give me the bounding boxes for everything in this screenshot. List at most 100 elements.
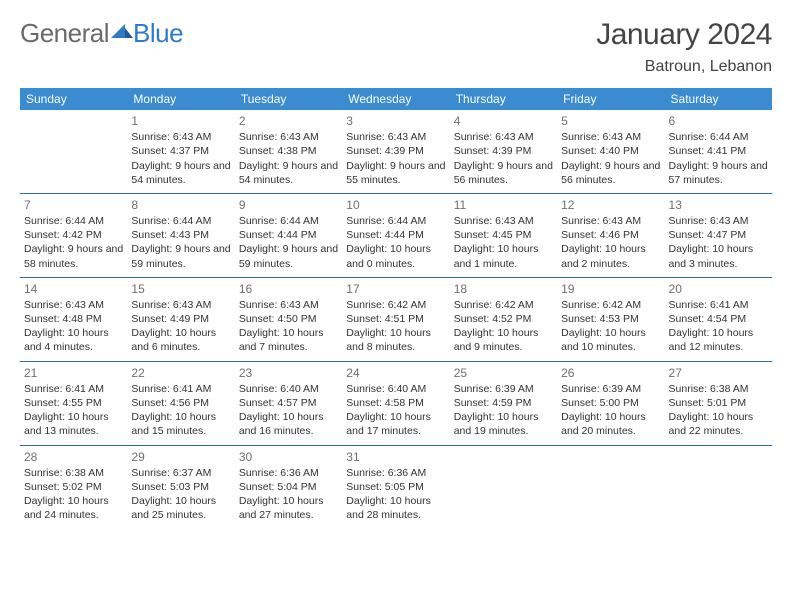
- sunrise-line: Sunrise: 6:43 AM: [24, 298, 123, 312]
- sunrise-line: Sunrise: 6:41 AM: [24, 382, 123, 396]
- daylight-line: Daylight: 10 hours and 15 minutes.: [131, 410, 230, 438]
- daylight-line: Daylight: 10 hours and 20 minutes.: [561, 410, 660, 438]
- sunset-line: Sunset: 4:48 PM: [24, 312, 123, 326]
- calendar-cell: 30Sunrise: 6:36 AMSunset: 5:04 PMDayligh…: [235, 445, 342, 528]
- day-number: 24: [346, 365, 445, 381]
- sunset-line: Sunset: 5:02 PM: [24, 480, 123, 494]
- calendar-cell: 9Sunrise: 6:44 AMSunset: 4:44 PMDaylight…: [235, 193, 342, 277]
- day-number: 10: [346, 197, 445, 213]
- sunrise-line: Sunrise: 6:39 AM: [561, 382, 660, 396]
- day-number: 31: [346, 449, 445, 465]
- daylight-line: Daylight: 10 hours and 2 minutes.: [561, 242, 660, 270]
- sunrise-line: Sunrise: 6:38 AM: [24, 466, 123, 480]
- sunrise-line: Sunrise: 6:41 AM: [669, 298, 768, 312]
- daylight-line: Daylight: 9 hours and 56 minutes.: [454, 159, 553, 187]
- sunrise-line: Sunrise: 6:39 AM: [454, 382, 553, 396]
- calendar-cell: [20, 110, 127, 193]
- calendar-cell: [450, 445, 557, 528]
- day-number: 4: [454, 113, 553, 129]
- sunrise-line: Sunrise: 6:43 AM: [561, 214, 660, 228]
- day-number: 9: [239, 197, 338, 213]
- sunset-line: Sunset: 4:57 PM: [239, 396, 338, 410]
- calendar-cell: 19Sunrise: 6:42 AMSunset: 4:53 PMDayligh…: [557, 277, 664, 361]
- calendar-cell: 7Sunrise: 6:44 AMSunset: 4:42 PMDaylight…: [20, 193, 127, 277]
- logo: General Blue: [20, 18, 183, 49]
- calendar-cell: 22Sunrise: 6:41 AMSunset: 4:56 PMDayligh…: [127, 361, 234, 445]
- calendar-body: 1Sunrise: 6:43 AMSunset: 4:37 PMDaylight…: [20, 110, 772, 528]
- day-number: 15: [131, 281, 230, 297]
- day-number: 16: [239, 281, 338, 297]
- sunrise-line: Sunrise: 6:40 AM: [239, 382, 338, 396]
- calendar-cell: 13Sunrise: 6:43 AMSunset: 4:47 PMDayligh…: [665, 193, 772, 277]
- calendar-cell: 18Sunrise: 6:42 AMSunset: 4:52 PMDayligh…: [450, 277, 557, 361]
- logo-text-1: General: [20, 18, 109, 49]
- sunset-line: Sunset: 4:37 PM: [131, 144, 230, 158]
- daylight-line: Daylight: 10 hours and 3 minutes.: [669, 242, 768, 270]
- calendar-row: 21Sunrise: 6:41 AMSunset: 4:55 PMDayligh…: [20, 361, 772, 445]
- calendar-cell: 12Sunrise: 6:43 AMSunset: 4:46 PMDayligh…: [557, 193, 664, 277]
- sunrise-line: Sunrise: 6:42 AM: [561, 298, 660, 312]
- daylight-line: Daylight: 10 hours and 28 minutes.: [346, 494, 445, 522]
- sunset-line: Sunset: 4:42 PM: [24, 228, 123, 242]
- calendar-cell: 3Sunrise: 6:43 AMSunset: 4:39 PMDaylight…: [342, 110, 449, 193]
- day-number: 22: [131, 365, 230, 381]
- daylight-line: Daylight: 9 hours and 54 minutes.: [131, 159, 230, 187]
- sunset-line: Sunset: 4:41 PM: [669, 144, 768, 158]
- day-header: Wednesday: [342, 88, 449, 110]
- daylight-line: Daylight: 10 hours and 12 minutes.: [669, 326, 768, 354]
- calendar-row: 14Sunrise: 6:43 AMSunset: 4:48 PMDayligh…: [20, 277, 772, 361]
- day-header: Saturday: [665, 88, 772, 110]
- sunset-line: Sunset: 4:56 PM: [131, 396, 230, 410]
- sunset-line: Sunset: 4:53 PM: [561, 312, 660, 326]
- sunset-line: Sunset: 5:03 PM: [131, 480, 230, 494]
- sunset-line: Sunset: 4:58 PM: [346, 396, 445, 410]
- calendar-cell: 2Sunrise: 6:43 AMSunset: 4:38 PMDaylight…: [235, 110, 342, 193]
- logo-text-2: Blue: [133, 18, 183, 49]
- calendar-cell: 4Sunrise: 6:43 AMSunset: 4:39 PMDaylight…: [450, 110, 557, 193]
- calendar-cell: 10Sunrise: 6:44 AMSunset: 4:44 PMDayligh…: [342, 193, 449, 277]
- day-number: 30: [239, 449, 338, 465]
- sunrise-line: Sunrise: 6:43 AM: [346, 130, 445, 144]
- daylight-line: Daylight: 10 hours and 0 minutes.: [346, 242, 445, 270]
- daylight-line: Daylight: 10 hours and 13 minutes.: [24, 410, 123, 438]
- calendar-cell: 16Sunrise: 6:43 AMSunset: 4:50 PMDayligh…: [235, 277, 342, 361]
- daylight-line: Daylight: 10 hours and 1 minute.: [454, 242, 553, 270]
- daylight-line: Daylight: 10 hours and 4 minutes.: [24, 326, 123, 354]
- sunrise-line: Sunrise: 6:44 AM: [131, 214, 230, 228]
- sunset-line: Sunset: 5:00 PM: [561, 396, 660, 410]
- sunrise-line: Sunrise: 6:43 AM: [239, 298, 338, 312]
- calendar-table: SundayMondayTuesdayWednesdayThursdayFrid…: [20, 88, 772, 528]
- daylight-line: Daylight: 10 hours and 25 minutes.: [131, 494, 230, 522]
- sunrise-line: Sunrise: 6:44 AM: [24, 214, 123, 228]
- calendar-cell: 24Sunrise: 6:40 AMSunset: 4:58 PMDayligh…: [342, 361, 449, 445]
- calendar-cell: 26Sunrise: 6:39 AMSunset: 5:00 PMDayligh…: [557, 361, 664, 445]
- day-number: 12: [561, 197, 660, 213]
- sunrise-line: Sunrise: 6:43 AM: [239, 130, 338, 144]
- day-number: 29: [131, 449, 230, 465]
- calendar-cell: 29Sunrise: 6:37 AMSunset: 5:03 PMDayligh…: [127, 445, 234, 528]
- sunrise-line: Sunrise: 6:43 AM: [561, 130, 660, 144]
- daylight-line: Daylight: 10 hours and 6 minutes.: [131, 326, 230, 354]
- calendar-row: 7Sunrise: 6:44 AMSunset: 4:42 PMDaylight…: [20, 193, 772, 277]
- calendar-cell: 27Sunrise: 6:38 AMSunset: 5:01 PMDayligh…: [665, 361, 772, 445]
- day-number: 6: [669, 113, 768, 129]
- sunrise-line: Sunrise: 6:43 AM: [454, 130, 553, 144]
- sunset-line: Sunset: 4:45 PM: [454, 228, 553, 242]
- daylight-line: Daylight: 9 hours and 59 minutes.: [239, 242, 338, 270]
- daylight-line: Daylight: 10 hours and 8 minutes.: [346, 326, 445, 354]
- sunrise-line: Sunrise: 6:44 AM: [669, 130, 768, 144]
- day-number: 8: [131, 197, 230, 213]
- sunset-line: Sunset: 5:04 PM: [239, 480, 338, 494]
- daylight-line: Daylight: 10 hours and 16 minutes.: [239, 410, 338, 438]
- day-header: Thursday: [450, 88, 557, 110]
- day-header-row: SundayMondayTuesdayWednesdayThursdayFrid…: [20, 88, 772, 110]
- daylight-line: Daylight: 9 hours and 56 minutes.: [561, 159, 660, 187]
- calendar-cell: 15Sunrise: 6:43 AMSunset: 4:49 PMDayligh…: [127, 277, 234, 361]
- calendar-cell: 31Sunrise: 6:36 AMSunset: 5:05 PMDayligh…: [342, 445, 449, 528]
- calendar-cell: 14Sunrise: 6:43 AMSunset: 4:48 PMDayligh…: [20, 277, 127, 361]
- sunrise-line: Sunrise: 6:37 AM: [131, 466, 230, 480]
- sunrise-line: Sunrise: 6:43 AM: [669, 214, 768, 228]
- sunset-line: Sunset: 5:05 PM: [346, 480, 445, 494]
- location-label: Batroun, Lebanon: [596, 58, 772, 76]
- sunrise-line: Sunrise: 6:43 AM: [131, 298, 230, 312]
